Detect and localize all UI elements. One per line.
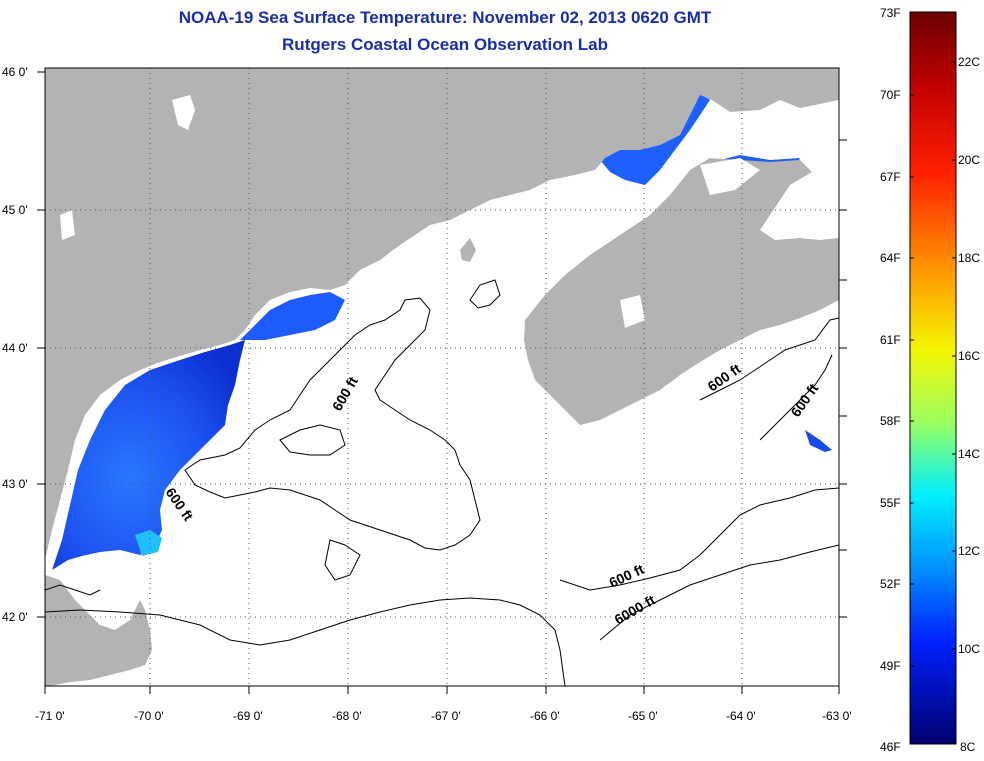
colorbar-fahrenheit-labels: 73F 70F 67F 64F 61F 58F 55F 52F 49F 46F (880, 6, 901, 754)
contour-600ft-ledge (279, 424, 346, 456)
longitude-label: -64 0' (726, 709, 756, 723)
x-axis-labels: -71 0' -70 0' -69 0' -68 0' -67 0' -66 0… (35, 709, 852, 723)
fahrenheit-label: 52F (880, 577, 901, 591)
celsius-label: 22C (958, 55, 980, 69)
temperature-colorbar (909, 11, 957, 745)
fahrenheit-label: 73F (880, 6, 901, 20)
sst-coastal-patch (240, 292, 345, 340)
fahrenheit-label: 55F (880, 496, 901, 510)
celsius-label: 16C (958, 349, 980, 363)
fahrenheit-label: 46F (880, 740, 901, 754)
contour-600ft-shelf (45, 597, 566, 686)
longitude-label: -71 0' (35, 709, 65, 723)
sst-nova-scotia-tip (805, 430, 832, 452)
contour-600ft-gulf (184, 297, 481, 551)
longitude-label: -68 0' (332, 709, 362, 723)
contour-coastal (45, 584, 101, 596)
celsius-label: 18C (958, 251, 980, 265)
latitude-label: 43 0' (2, 477, 28, 491)
colorbar-ticks (910, 61, 956, 667)
contour-600ft-georges (559, 487, 839, 591)
latitude-label: 42 0' (2, 610, 28, 624)
longitude-label: -69 0' (233, 709, 263, 723)
celsius-label: 12C (958, 544, 980, 558)
sst-cape-cod-patch (135, 530, 162, 556)
fahrenheit-label: 67F (880, 170, 901, 184)
longitude-label: -70 0' (134, 709, 164, 723)
land-massachusetts (45, 575, 152, 686)
contour-600ft-scotian-inner (759, 354, 833, 441)
fahrenheit-label: 61F (880, 333, 901, 347)
latitude-label: 44 0' (2, 341, 28, 355)
fahrenheit-label: 49F (880, 659, 901, 673)
plot-frame (44, 67, 840, 687)
axis-ticks (37, 71, 847, 694)
y-axis-labels: 46 0' 45 0' 44 0' 43 0' 42 0' (2, 65, 28, 624)
contour-600ft-basin (324, 539, 361, 581)
contour-gulf-north (469, 279, 501, 309)
fahrenheit-label: 70F (880, 88, 901, 102)
grid-lines (45, 68, 839, 686)
latitude-label: 45 0' (2, 203, 28, 217)
depth-contours (45, 279, 839, 686)
fahrenheit-label: 58F (880, 414, 901, 428)
longitude-label: -65 0' (628, 709, 658, 723)
latitude-label: 46 0' (2, 65, 28, 79)
map-title: NOAA-19 Sea Surface Temperature: Novembe… (178, 8, 712, 27)
land-nova-scotia (524, 158, 839, 425)
longitude-label: -66 0' (530, 709, 560, 723)
celsius-label: 10C (958, 642, 980, 656)
land-grand-manan (460, 238, 476, 262)
longitude-label: -67 0' (431, 709, 461, 723)
longitude-label: -63 0' (822, 709, 852, 723)
colorbar-celsius-labels: 22C 20C 18C 16C 14C 12C 10C 8C (958, 55, 980, 754)
map-subtitle: Rutgers Coastal Ocean Observation Lab (282, 35, 608, 54)
celsius-label: 20C (958, 153, 980, 167)
sst-warm-water (52, 340, 245, 570)
contour-6000ft (599, 544, 839, 641)
contour-600ft-scotian (699, 317, 839, 401)
celsius-label: 14C (958, 447, 980, 461)
fahrenheit-label: 64F (880, 251, 901, 265)
land-maine-new-brunswick (45, 68, 839, 560)
celsius-label: 8C (960, 740, 976, 754)
